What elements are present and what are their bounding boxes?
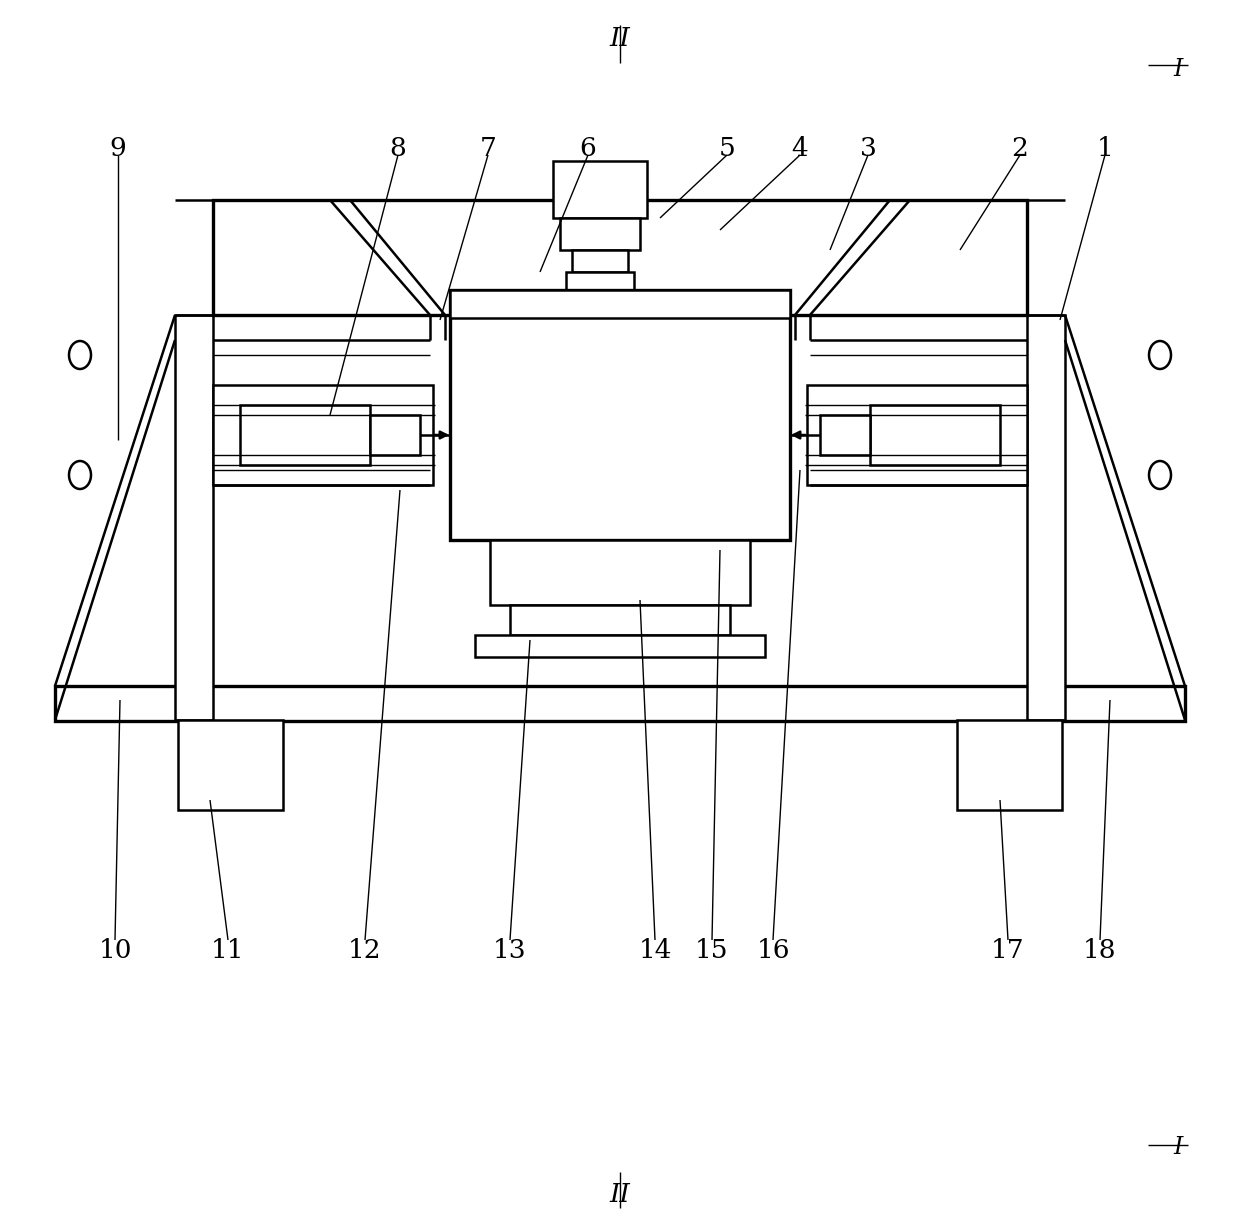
- Text: 9: 9: [109, 135, 126, 160]
- Bar: [179, 720, 283, 811]
- Ellipse shape: [1149, 461, 1171, 490]
- Text: 2: 2: [1012, 135, 1028, 160]
- Text: 8: 8: [389, 135, 407, 160]
- Text: 1: 1: [1096, 135, 1114, 160]
- Text: 16: 16: [756, 937, 790, 963]
- Bar: [510, 605, 730, 635]
- Bar: [565, 272, 634, 290]
- Bar: [475, 635, 765, 657]
- Bar: [553, 161, 647, 218]
- Text: 14: 14: [639, 937, 672, 963]
- Bar: [450, 290, 790, 540]
- Bar: [560, 218, 640, 250]
- Ellipse shape: [69, 461, 91, 490]
- Bar: [450, 290, 790, 319]
- Text: 12: 12: [348, 937, 382, 963]
- Text: I: I: [1173, 59, 1183, 81]
- Bar: [807, 385, 1027, 485]
- Bar: [490, 540, 750, 605]
- Text: 5: 5: [719, 135, 735, 160]
- Bar: [175, 315, 213, 720]
- Text: 6: 6: [579, 135, 596, 160]
- Bar: [1027, 315, 1065, 720]
- Text: I: I: [1173, 1137, 1183, 1160]
- Bar: [241, 405, 370, 465]
- Text: 11: 11: [211, 937, 244, 963]
- Text: 15: 15: [696, 937, 729, 963]
- Ellipse shape: [1149, 341, 1171, 369]
- Text: II: II: [610, 1182, 630, 1208]
- Text: 13: 13: [494, 937, 527, 963]
- Text: II: II: [610, 26, 630, 50]
- Bar: [957, 720, 1061, 811]
- Text: 4: 4: [791, 135, 808, 160]
- Bar: [213, 385, 433, 485]
- Bar: [213, 200, 1027, 315]
- Text: 10: 10: [98, 937, 131, 963]
- Text: 17: 17: [991, 937, 1024, 963]
- Bar: [55, 686, 1185, 721]
- Bar: [572, 250, 627, 272]
- Text: 7: 7: [480, 135, 496, 160]
- Text: 3: 3: [859, 135, 877, 160]
- Text: 18: 18: [1084, 937, 1117, 963]
- Bar: [370, 415, 420, 455]
- Bar: [870, 405, 999, 465]
- Ellipse shape: [69, 341, 91, 369]
- Bar: [820, 415, 870, 455]
